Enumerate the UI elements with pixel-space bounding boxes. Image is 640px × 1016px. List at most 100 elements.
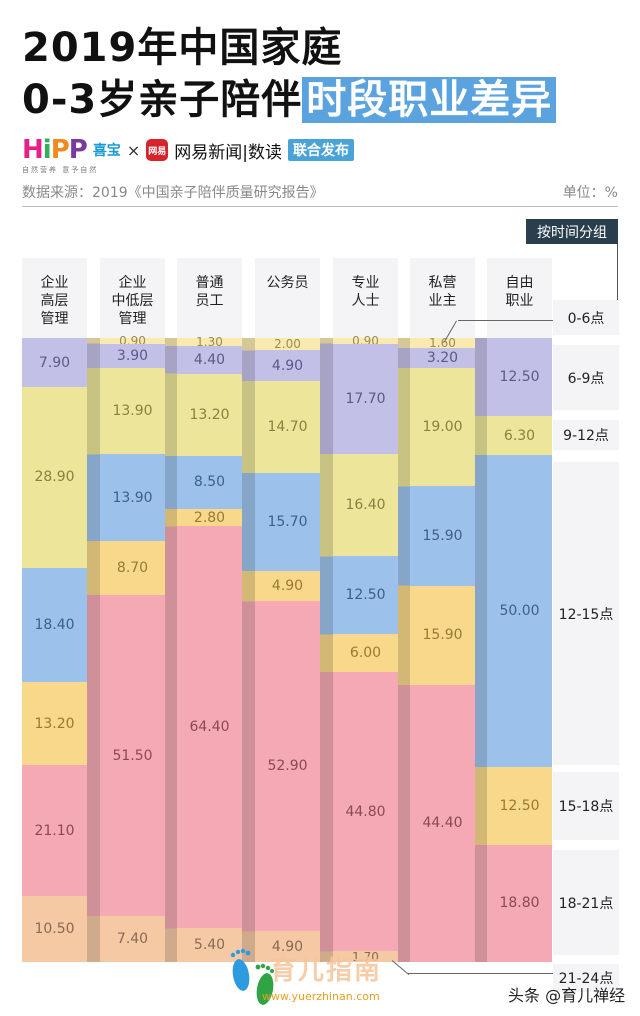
watermark-text: 育儿指南 <box>270 956 383 986</box>
bar-column: 12.50 6.30 50.00 12.50 18.80 <box>487 338 552 962</box>
bar-segment: 12.50 <box>487 766 552 845</box>
bar-segment: 19.00 <box>410 367 475 487</box>
segment-value: 15.70 <box>267 513 308 530</box>
bar-segment: 13.20 <box>22 682 87 765</box>
leader-line-21-24-diag <box>391 960 410 976</box>
bar-segment: 13.20 <box>177 373 242 456</box>
segment-value: 15.90 <box>422 627 463 644</box>
footprint-logo-icon <box>230 948 274 1005</box>
legend-item-9-12: 9-12点 <box>553 420 619 450</box>
bar-column: 0.90 3.90 13.90 13.90 8.70 51.50 7.40 <box>100 335 165 962</box>
segment-value: 13.20 <box>34 715 75 732</box>
bar-segment: 21.10 <box>22 764 87 897</box>
segment-value: 1.60 <box>429 335 456 350</box>
column-connector <box>242 338 255 962</box>
segment-value: 4.90 <box>271 357 304 374</box>
segment-value: 8.70 <box>116 560 149 577</box>
segment-value: 44.80 <box>345 803 386 820</box>
segment-value: 18.40 <box>34 617 75 634</box>
segment-value: 16.40 <box>345 497 386 514</box>
bar-segment: 28.90 <box>22 387 87 568</box>
segment-value: 50.00 <box>499 603 540 620</box>
column-header: 公务员 <box>255 258 320 338</box>
bar-segment: 8.50 <box>177 455 242 509</box>
segment-value: 51.50 <box>112 747 153 764</box>
bar-segment: 7.90 <box>22 338 87 388</box>
bar-segment: 64.40 <box>177 526 242 929</box>
title-highlight: 时段职业差异 <box>302 77 557 123</box>
segment-value: 64.40 <box>189 719 230 736</box>
stacked-bar-chart: 7.90 28.90 18.40 13.20 21.10 10.50 0.90 3.90 13.… <box>0 335 640 963</box>
segment-value: 10.50 <box>34 921 75 938</box>
bar-segment: 44.80 <box>333 671 398 952</box>
segment-value: 3.90 <box>116 347 149 364</box>
segment-value: 6.00 <box>349 645 382 662</box>
segment-value: 14.70 <box>267 418 308 435</box>
bar-segment: 44.40 <box>410 684 475 962</box>
column-connector <box>398 338 410 962</box>
bar-column: 7.90 28.90 18.40 13.20 21.10 10.50 <box>22 338 87 962</box>
bar-segment: 12.50 <box>333 556 398 635</box>
hipp-slogan: 自然营养 意予自然 <box>22 166 99 174</box>
bar-segment: 4.90 <box>255 350 320 382</box>
segment-value: 5.40 <box>193 937 226 954</box>
segment-value: 7.90 <box>38 354 71 371</box>
leader-line-0-6 <box>458 320 553 321</box>
bar-segment: 15.90 <box>410 486 475 586</box>
bar-column: 1.30 4.40 13.20 8.50 2.80 64.40 5.40 <box>177 336 242 962</box>
bar-segment: 5.40 <box>177 928 242 962</box>
segment-value: 4.90 <box>271 938 304 955</box>
column-connector <box>320 338 333 962</box>
bar-segment: 2.80 <box>177 508 242 527</box>
legend-item-15-18: 15-18点 <box>553 772 619 840</box>
bar-segment: 4.40 <box>177 346 242 374</box>
segment-value: 13.90 <box>112 489 153 506</box>
legend-item-21-24: 21-24点 <box>553 964 619 992</box>
legend-connector <box>617 244 618 302</box>
bar-segment: 2.00 <box>255 337 320 352</box>
segment-value: 6.30 <box>503 427 536 444</box>
segment-value: 2.80 <box>193 509 226 526</box>
bar-column: 1.60 3.20 19.00 15.90 15.90 44.40 <box>410 335 475 962</box>
leader-line-21-24 <box>408 973 554 974</box>
bar-segment: 1.70 <box>333 951 398 963</box>
times-icon: × <box>126 140 141 160</box>
bar-segment: 52.90 <box>255 601 320 932</box>
bar-segment: 3.20 <box>410 347 475 368</box>
column-header: 企业 中低层 管理 <box>100 258 165 338</box>
netease-logo-icon: 网易 <box>146 139 169 161</box>
segment-value: 2.00 <box>274 337 301 352</box>
segment-value: 13.90 <box>112 403 153 420</box>
bar-segment: 7.40 <box>100 915 165 962</box>
watermark-url: www.yuerzhinan.com <box>262 990 380 1003</box>
segment-value: 19.00 <box>422 419 463 436</box>
bar-segment: 6.30 <box>487 415 552 456</box>
segment-value: 18.80 <box>499 895 540 912</box>
bar-segment: 1.30 <box>177 336 242 348</box>
segment-value: 21.10 <box>34 822 75 839</box>
column-connector <box>475 338 487 962</box>
bar-segment: 14.70 <box>255 381 320 473</box>
segment-value: 52.90 <box>267 758 308 775</box>
legend-item-0-6: 0-6点 <box>553 300 619 335</box>
bar-segment: 8.70 <box>100 541 165 596</box>
publish-badge: 联合发布 <box>287 139 354 161</box>
bar-segment: 4.90 <box>255 931 320 962</box>
unit-label: 单位：% <box>562 185 618 201</box>
segment-value: 13.20 <box>189 406 230 423</box>
bar-segment: 17.70 <box>333 343 398 455</box>
hipp-cn-name: 喜宝 <box>92 143 121 159</box>
bar-segment: 1.60 <box>410 335 475 350</box>
title-prefix: 0-3岁亲子陪伴 <box>22 77 303 123</box>
column-header: 专业 人士 <box>333 258 398 338</box>
bar-segment: 50.00 <box>487 455 552 767</box>
bar-segment: 15.90 <box>410 585 475 685</box>
column-connector <box>165 338 177 962</box>
bar-segment: 13.90 <box>100 454 165 541</box>
bar-segment: 15.70 <box>255 472 320 571</box>
bar-segment: 16.40 <box>333 454 398 557</box>
column-header: 私营 业主 <box>410 258 475 338</box>
bar-segment: 6.00 <box>333 634 398 672</box>
segment-value: 12.50 <box>499 797 540 814</box>
segment-value: 12.50 <box>499 368 540 385</box>
